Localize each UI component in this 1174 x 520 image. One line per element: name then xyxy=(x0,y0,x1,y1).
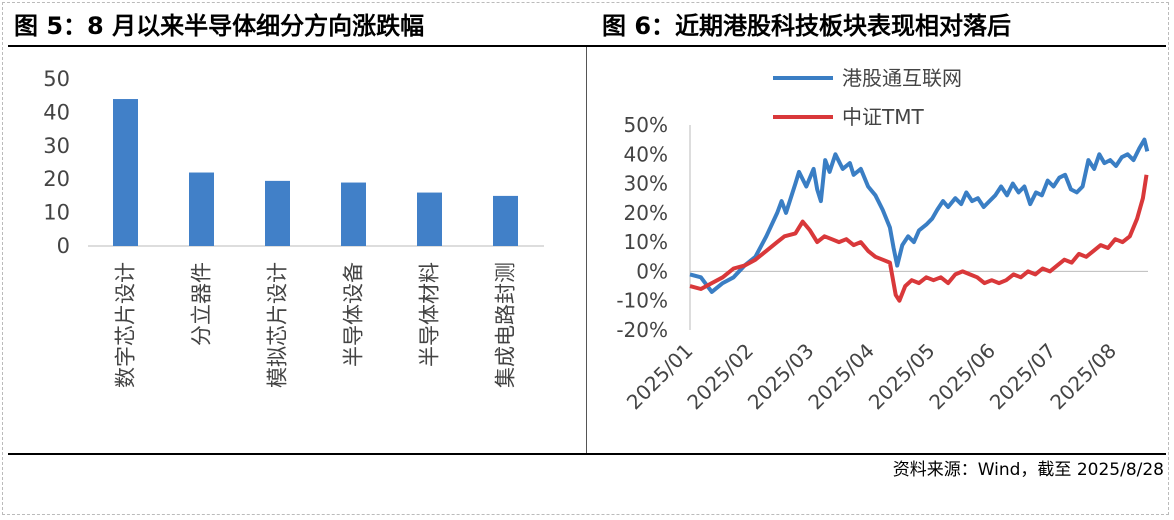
category-label: 模拟芯片设计 xyxy=(266,262,290,388)
y-tick-label: 40% xyxy=(624,142,668,166)
bar xyxy=(493,195,518,246)
y-tick-label: 10% xyxy=(624,230,668,254)
x-tick-label: 2025/07 xyxy=(985,339,1061,415)
x-tick-label: 2025/02 xyxy=(682,339,758,415)
category-label: 半导体设备 xyxy=(342,262,366,367)
series-line xyxy=(689,137,1150,294)
bar xyxy=(189,172,214,246)
y-tick-label: 40 xyxy=(43,100,70,124)
x-tick-label: 2025/03 xyxy=(743,339,819,415)
title-rule xyxy=(8,45,1166,47)
category-label: 分立器件 xyxy=(190,262,214,346)
bar xyxy=(113,99,138,246)
x-tick-label: 2025/08 xyxy=(1045,339,1121,415)
y-tick-label: 20% xyxy=(624,201,668,225)
bar xyxy=(417,192,442,246)
x-tick-label: 2025/04 xyxy=(803,339,879,415)
y-tick-label: 0 xyxy=(57,234,70,258)
legend-label: 港股通互联网 xyxy=(842,66,962,90)
y-tick-label: 0% xyxy=(636,259,668,283)
y-tick-label: -10% xyxy=(616,289,668,313)
left-figure-title: 图 5：8 月以来半导体细分方向涨跌幅 xyxy=(14,12,425,40)
category-label: 半导体材料 xyxy=(418,262,442,367)
bar-chart: 0 10 20 30 40 50 数字芯片设计 分立器件 模拟芯片设计 半导体设备 半导体材料 集成电… xyxy=(43,67,544,388)
source-note: 资料来源：Wind，截至 2025/8/28 xyxy=(892,460,1164,480)
y-tick-label: 50 xyxy=(43,67,70,91)
series-line xyxy=(689,174,1149,303)
category-label: 集成电路封测 xyxy=(494,262,518,388)
y-tick-label: 30 xyxy=(43,134,70,158)
legend-label: 中证TMT xyxy=(842,105,924,129)
right-figure-title: 图 6：近期港股科技板块表现相对落后 xyxy=(602,12,1012,40)
y-tick-label: 20 xyxy=(43,167,70,191)
panel-divider xyxy=(586,47,587,453)
line-chart: -20%-10%0%10%20%30%40%50%2025/012025/022… xyxy=(616,66,1150,415)
y-tick-label: -20% xyxy=(616,318,668,342)
bar xyxy=(341,182,366,246)
x-tick-label: 2025/01 xyxy=(622,339,698,415)
y-tick-label: 50% xyxy=(624,113,668,137)
source-rule xyxy=(8,453,1166,455)
x-tick-label: 2025/06 xyxy=(924,339,1000,415)
x-tick-label: 2025/05 xyxy=(864,339,940,415)
y-tick-label: 30% xyxy=(624,172,668,196)
bar xyxy=(265,180,290,246)
category-label: 数字芯片设计 xyxy=(114,262,138,388)
y-tick-label: 10 xyxy=(43,201,70,225)
